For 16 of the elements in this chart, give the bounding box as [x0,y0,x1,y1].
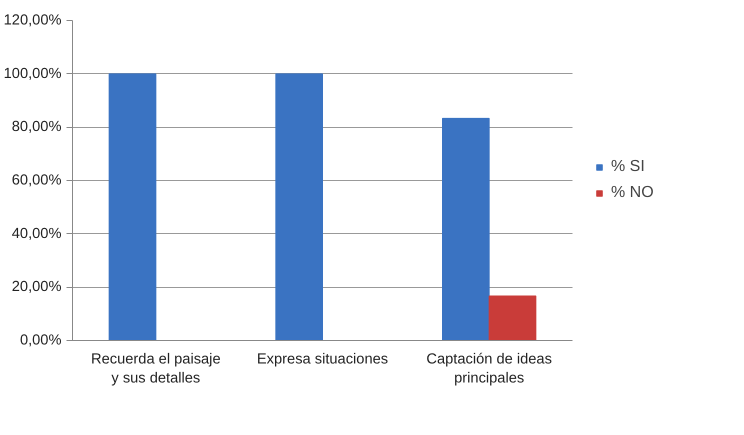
bar [488,295,536,340]
y-tick-label: 0,00% [20,332,62,348]
bar [275,73,323,340]
bar [442,118,490,340]
legend-label: % SI [611,158,645,176]
x-tick-label: Recuerda el paisaje y sus detalles [91,352,221,387]
y-tick-label: 80,00% [12,119,62,136]
y-tick-label: 100,00% [4,66,62,82]
y-tick-label: 40,00% [12,226,62,242]
x-tick-label: Captación de ideas principales [426,352,552,387]
x-tick-label: Expresa situaciones [256,352,388,368]
y-tick-label: 60,00% [12,172,62,188]
y-tick-label: 120,00% [4,12,62,28]
y-tick-label: 20,00% [12,279,62,296]
legend-label: % NO [611,184,654,202]
bar [108,73,156,340]
